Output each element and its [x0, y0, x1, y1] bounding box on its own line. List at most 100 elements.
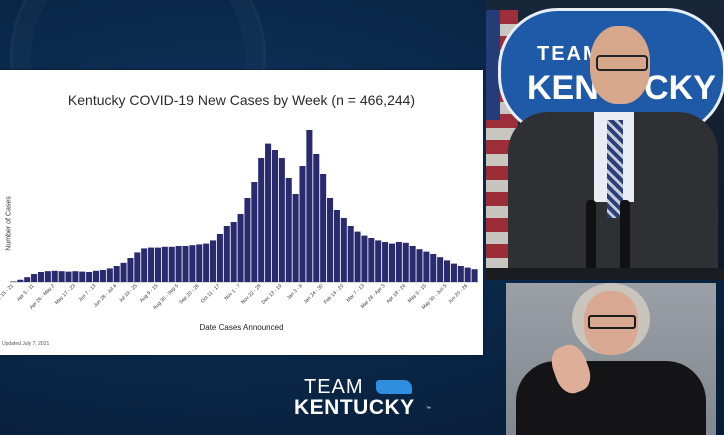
flag-canton [486, 10, 500, 120]
bar-apr-25-may-1 [409, 246, 416, 282]
trademark-mark: ™ [426, 406, 431, 412]
kentucky-state-icon [376, 380, 412, 394]
bar-mar-7-13 [361, 235, 368, 282]
bar-may-16-22 [430, 254, 437, 282]
podium [486, 268, 724, 280]
bar-oct-11-17 [216, 234, 223, 282]
bar-jun-21-27 [106, 268, 113, 282]
microphone-right [620, 200, 630, 280]
interpreter-video [506, 283, 716, 435]
bar-may-3-9 [58, 271, 65, 282]
bar-apr-5-11 [31, 274, 38, 282]
bar-may-31-jun-6 [86, 272, 93, 282]
bar-apr-26-may-2 [51, 270, 58, 282]
bar-feb-14-20 [340, 218, 347, 282]
bar-mar-21-27 [375, 240, 382, 282]
bar-may-9-15 [423, 251, 430, 282]
x-tick-label: Mar 15 - 21 [0, 283, 15, 305]
chart-title: Kentucky COVID-19 New Cases by Week (n =… [67, 92, 416, 108]
logo-kentucky-text: KENTUCKY [294, 396, 415, 419]
bar-may-24-30 [79, 271, 86, 282]
bar-sep-6-12 [182, 246, 189, 282]
bar-feb-28-mar-6 [354, 231, 361, 282]
bar-jun-13-19 [457, 266, 464, 282]
x-tick-label: Apr 5 - 11 [16, 283, 36, 303]
bar-jan-10-16 [306, 130, 313, 282]
bar-jun-28-jul-4 [113, 266, 120, 282]
x-tick-label: Apr 18 - 24 [385, 283, 407, 305]
bar-aug-30-sep-5 [175, 246, 182, 282]
bar-nov-15-21 [251, 182, 258, 282]
x-tick-label: Oct 11 - 17 [200, 283, 222, 305]
bar-sep-27-oct-3 [203, 243, 210, 282]
bar-mar-29-apr-4 [24, 277, 31, 282]
bar-jan-31-feb-6 [327, 198, 334, 282]
bar-sep-13-19 [189, 245, 196, 282]
microphone-left [586, 200, 596, 280]
bar-feb-21-27 [347, 226, 354, 282]
x-tick-label: Jun 7 - 13 [77, 283, 97, 303]
logo-team-text: TEAM [304, 376, 364, 398]
bar-dec-20-26 [285, 178, 292, 282]
x-tick-label: Jun 20 - 26 [447, 283, 469, 305]
bar-dec-6-12 [271, 150, 278, 282]
bar-may-2-8 [416, 249, 423, 282]
speaker-glasses [596, 55, 648, 71]
x-tick-label: Feb 14 - 20 [323, 283, 345, 305]
bar-nov-22-28 [258, 158, 265, 282]
x-tick-label: Nov 1 - 7 [223, 283, 242, 302]
bar-jan-24-30 [320, 174, 327, 282]
chart-slide: Kentucky COVID-19 New Cases by Week (n =… [0, 70, 483, 355]
interpreter-head [584, 291, 638, 355]
x-tick-label: Jul 19 - 25 [118, 283, 139, 304]
bar-may-10-16 [65, 271, 72, 282]
bar-aug-23-29 [168, 246, 175, 282]
x-tick-label: Jan 24 - 30 [303, 283, 325, 305]
bar-feb-7-13 [333, 210, 340, 282]
bar-apr-18-24 [402, 242, 409, 282]
bar-aug-2-8 [148, 247, 155, 282]
bar-jul-5-11 [120, 262, 127, 282]
bar-jun-7-13 [93, 270, 100, 282]
bar-nov-1-7 [237, 214, 244, 282]
bar-aug-9-15 [154, 247, 161, 282]
bar-mar-15-21 [10, 281, 17, 282]
bar-jun-20-26 [464, 267, 471, 282]
bar-oct-25-31 [230, 222, 237, 282]
bar-mar-22-28 [17, 279, 24, 282]
bar-sep-20-26 [196, 244, 203, 282]
interpreter-glasses [588, 315, 636, 329]
bar-may-30-jun-5 [444, 260, 451, 282]
speaker-head [590, 26, 650, 104]
bar-may-17-23 [72, 271, 79, 282]
team-kentucky-logo: TEAM KENTUCKY ™ [290, 376, 440, 422]
x-axis-label: Date Cases Announced [199, 323, 284, 332]
bar-aug-16-22 [161, 246, 168, 282]
bar-nov-8-14 [244, 198, 251, 282]
bar-may-23-29 [437, 257, 444, 282]
bar-apr-19-25 [44, 271, 51, 282]
x-tick-label: Nov 22 - 28 [240, 283, 263, 306]
bar-jul-26-aug-1 [141, 248, 148, 282]
bar-jun-14-20 [99, 270, 106, 282]
bar-dec-13-19 [278, 158, 285, 282]
bar-apr-12-18 [37, 272, 44, 282]
bar-oct-4-10 [210, 240, 217, 282]
sign-team-text: TEAM [537, 43, 602, 65]
bar-apr-11-17 [395, 242, 402, 282]
bar-jul-12-18 [127, 258, 134, 282]
bar-nov-29-dec-5 [265, 143, 272, 282]
speaker-tie [607, 120, 623, 218]
bar-oct-18-24 [223, 226, 230, 282]
bar-mar-14-20 [368, 238, 375, 282]
bar-mar-28-apr-3 [382, 242, 389, 282]
x-tick-label: Sep 20 - 26 [178, 283, 201, 306]
x-tick-label: May 17 - 23 [54, 283, 77, 306]
updated-note: Updated July 7, 2021 [2, 341, 50, 347]
bar-dec-27-jan-2 [292, 194, 299, 282]
interpreter-body [516, 361, 706, 435]
x-tick-label: Jan 3 - 9 [286, 283, 304, 301]
bar-jun-6-12 [450, 263, 457, 282]
bar-jun-27-jul-3 [471, 269, 478, 282]
